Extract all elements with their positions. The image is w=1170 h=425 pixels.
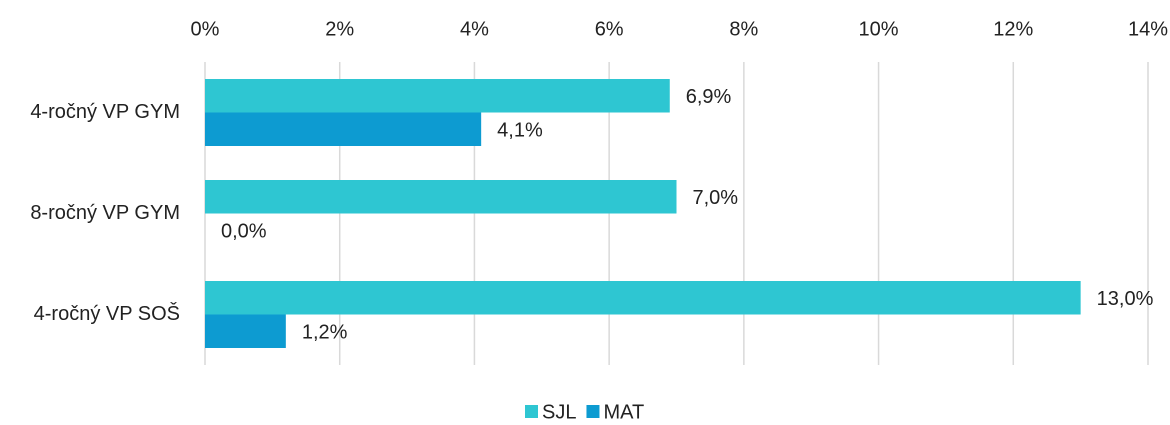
legend-label: MAT: [603, 401, 644, 423]
data-label: 0,0%: [221, 221, 267, 243]
data-label: 6,9%: [686, 86, 732, 108]
x-tick-label: 8%: [729, 18, 758, 40]
bar: [205, 281, 1081, 315]
bar: [205, 79, 670, 113]
data-label: 4,1%: [497, 120, 543, 142]
legend-swatch: [525, 405, 538, 418]
data-label: 1,2%: [302, 322, 348, 344]
bar: [205, 314, 286, 348]
y-tick-label: 4-ročný VP GYM: [30, 101, 180, 123]
y-tick-label: 4-ročný VP SOŠ: [34, 302, 180, 325]
legend-label: SJL: [542, 401, 576, 423]
x-tick-label: 10%: [859, 18, 899, 40]
data-label: 13,0%: [1097, 288, 1154, 310]
bar: [205, 180, 677, 214]
x-tick-label: 0%: [191, 18, 220, 40]
data-label: 7,0%: [693, 187, 739, 209]
x-tick-label: 6%: [595, 18, 624, 40]
y-tick-label: 8-ročný VP GYM: [30, 202, 180, 224]
x-tick-label: 2%: [325, 18, 354, 40]
legend-swatch: [586, 405, 600, 418]
x-tick-label: 4%: [460, 18, 489, 40]
x-tick-label: 14%: [1128, 18, 1168, 40]
bar: [205, 112, 482, 146]
x-tick-label: 12%: [993, 18, 1033, 40]
